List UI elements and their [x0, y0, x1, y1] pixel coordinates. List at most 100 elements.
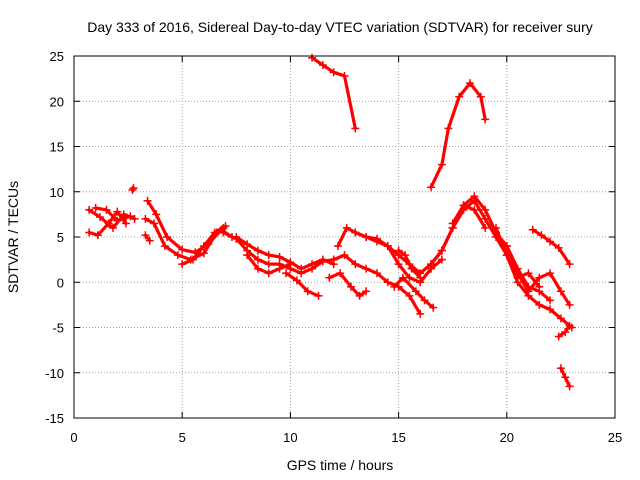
- y-tick-label: -10: [45, 366, 64, 381]
- data-point: [145, 236, 154, 245]
- data-point: [437, 160, 446, 169]
- chart-title: Day 333 of 2016, Sidereal Day-to-day VTE…: [87, 19, 593, 35]
- data-point: [210, 228, 219, 237]
- data-point: [243, 240, 252, 249]
- data-point: [565, 382, 574, 391]
- series-trace-q: [353, 203, 487, 275]
- data-point: [561, 373, 570, 382]
- data-point: [264, 269, 273, 278]
- y-axis-label: SDTVAR / TECUs: [5, 181, 21, 293]
- data-point: [340, 251, 349, 260]
- data-point: [85, 205, 94, 214]
- y-tick-label: 20: [50, 94, 64, 109]
- data-point: [91, 204, 100, 213]
- data-point: [129, 184, 138, 193]
- data-point: [178, 260, 187, 269]
- data-point: [565, 321, 574, 330]
- data-point: [308, 260, 317, 269]
- data-point: [535, 300, 544, 309]
- data-point: [113, 216, 122, 225]
- data-point: [189, 255, 198, 264]
- data-point: [459, 201, 468, 210]
- data-point: [275, 252, 284, 261]
- data-point: [351, 228, 360, 237]
- data-point: [372, 237, 381, 246]
- data-point: [427, 183, 436, 192]
- data-point: [264, 251, 273, 260]
- data-point: [351, 124, 360, 133]
- data-point: [481, 205, 490, 214]
- data-point: [448, 219, 457, 228]
- data-point: [476, 92, 485, 101]
- data-point: [219, 228, 228, 237]
- data-point: [470, 192, 479, 201]
- data-point: [297, 264, 306, 273]
- series-trace-o: [336, 226, 444, 284]
- data-point: [314, 291, 323, 300]
- data-point: [491, 223, 500, 232]
- data-point: [437, 246, 446, 255]
- data-point: [221, 222, 230, 231]
- data-point: [243, 251, 252, 260]
- grid-lines: [74, 56, 615, 418]
- data-point: [113, 207, 122, 216]
- data-point: [556, 314, 565, 323]
- data-point: [401, 251, 410, 260]
- data-point: [411, 287, 420, 296]
- series-trace-c: [93, 206, 132, 223]
- data-point: [93, 231, 102, 240]
- data-point: [528, 225, 537, 234]
- y-tick-label: -15: [45, 411, 64, 426]
- data-point: [325, 273, 334, 282]
- data-point: [455, 92, 464, 101]
- data-point: [329, 255, 338, 264]
- data-point: [334, 242, 343, 251]
- data-point: [340, 71, 349, 80]
- y-tick-label: -5: [52, 321, 64, 336]
- data-point: [85, 228, 94, 237]
- data-point: [556, 287, 565, 296]
- data-point: [253, 255, 262, 264]
- data-point: [416, 309, 425, 318]
- data-point: [362, 287, 371, 296]
- data-point: [141, 214, 150, 223]
- data-point: [253, 246, 262, 255]
- data-point: [437, 255, 446, 264]
- data-point: [524, 269, 533, 278]
- data-point: [308, 53, 317, 62]
- data-point: [420, 296, 429, 305]
- data-point: [383, 242, 392, 251]
- data-point: [546, 296, 555, 305]
- data-point: [126, 212, 135, 221]
- data-point: [336, 269, 345, 278]
- data-point: [394, 246, 403, 255]
- data-point: [199, 242, 208, 251]
- series-trace-w: [494, 226, 574, 330]
- data-point: [407, 264, 416, 273]
- data-point: [554, 243, 563, 252]
- data-point: [405, 291, 414, 300]
- data-point: [502, 242, 511, 251]
- data-point: [565, 260, 574, 269]
- series-trace-s: [397, 249, 422, 280]
- y-tick-label: 15: [50, 140, 64, 155]
- data-point: [346, 282, 355, 291]
- data-point: [429, 303, 438, 312]
- data-point: [481, 223, 490, 232]
- data-point: [416, 273, 425, 282]
- data-point: [546, 305, 555, 314]
- data-point: [303, 287, 312, 296]
- data-point: [178, 245, 187, 254]
- x-tick-label: 5: [179, 430, 186, 445]
- data-point: [121, 219, 130, 228]
- data-point: [102, 205, 111, 214]
- data-point: [561, 328, 570, 337]
- data-point: [537, 231, 546, 240]
- data-point: [318, 255, 327, 264]
- x-tick-label: 25: [608, 430, 622, 445]
- data-point: [232, 233, 241, 241]
- data-point: [342, 223, 351, 232]
- data-point: [394, 260, 403, 269]
- data-point: [556, 364, 565, 373]
